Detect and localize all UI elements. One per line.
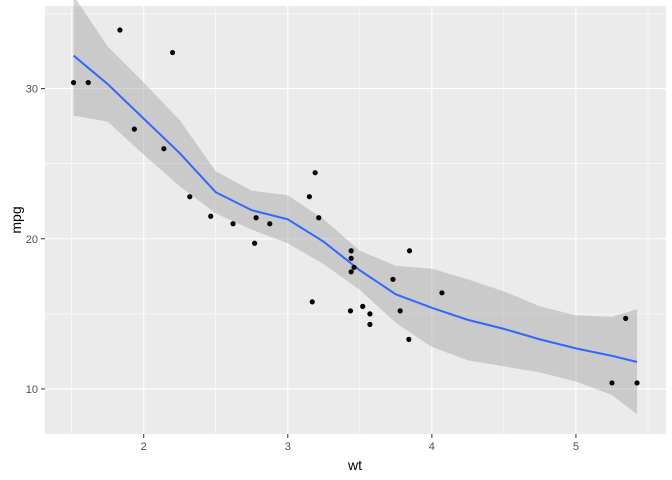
data-point — [367, 311, 373, 317]
data-point — [348, 269, 354, 275]
data-point — [634, 380, 640, 386]
data-point — [306, 194, 312, 200]
data-point — [406, 336, 412, 342]
data-point — [161, 146, 167, 152]
x-tick-label: 3 — [285, 441, 291, 453]
data-point — [397, 308, 403, 314]
data-point — [70, 79, 77, 86]
smooth-line — [72, 54, 638, 363]
minor-gridlines — [45, 6, 666, 434]
data-point — [117, 27, 123, 33]
y-axis-title: mpg — [8, 206, 24, 233]
data-point — [351, 264, 357, 270]
data-point — [253, 215, 259, 221]
data-point — [609, 380, 615, 386]
x-axis-title: wt — [347, 457, 362, 473]
data-point — [439, 290, 445, 296]
data-point — [252, 240, 258, 246]
y-tick-label: 10 — [26, 384, 38, 396]
data-point — [406, 248, 413, 254]
data-point — [347, 308, 354, 314]
data-point — [312, 170, 318, 176]
confidence-ribbon — [73, 0, 638, 415]
y-tick-label: 30 — [26, 84, 38, 96]
data-point — [316, 215, 322, 221]
x-tick-label: 5 — [573, 441, 579, 453]
x-tick-label: 2 — [141, 441, 147, 453]
data-point — [623, 315, 629, 321]
x-axis: 2 3 4 5 — [141, 434, 579, 453]
data-point — [348, 248, 354, 254]
data-point — [131, 126, 137, 132]
y-tick-label: 20 — [26, 234, 38, 246]
data-point — [367, 321, 373, 327]
data-point — [390, 276, 396, 282]
data-point — [360, 303, 366, 309]
data-point — [309, 299, 315, 305]
data-point — [208, 213, 214, 219]
data-point — [348, 255, 354, 261]
plot-panel — [45, 6, 666, 434]
data-point — [169, 49, 176, 56]
data-point — [230, 221, 236, 227]
y-axis: 10 20 30 — [26, 84, 45, 396]
data-points — [70, 27, 640, 386]
x-tick-label: 4 — [429, 441, 435, 453]
data-point — [267, 221, 273, 227]
data-point — [85, 79, 91, 86]
data-point — [187, 194, 193, 200]
